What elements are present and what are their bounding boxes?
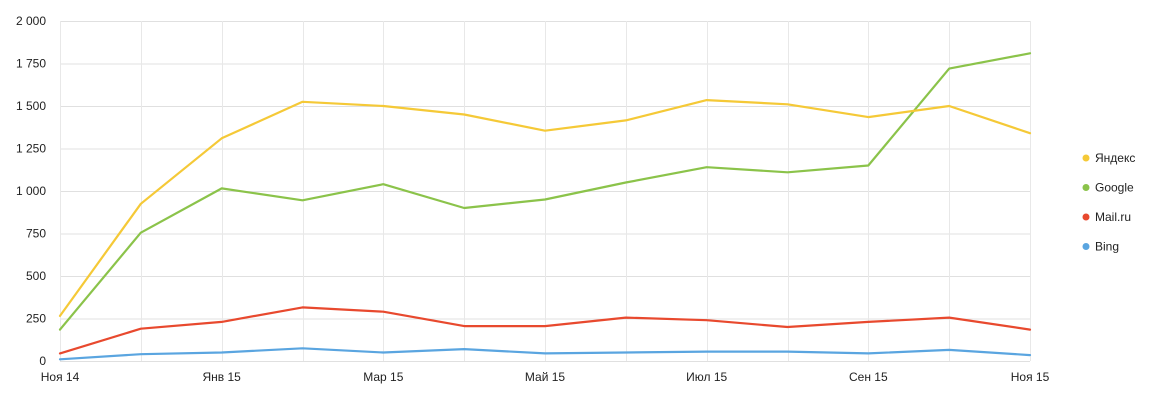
y-axis-tick-labels: 0 250 500 750 1 000 1 250 1 500 1 750 2 000 <box>16 14 46 368</box>
legend-label: Яндекс <box>1095 151 1135 165</box>
x-axis-tick-labels: Ноя 14 Янв 15 Мар 15 Май 15 Июл 15 Сен 15 Ноя … <box>41 370 1050 384</box>
x-tick-label: Ноя 15 <box>1011 370 1050 384</box>
x-tick-label: Янв 15 <box>202 370 241 384</box>
y-tick-label: 750 <box>26 227 46 241</box>
y-tick-label: 1 250 <box>16 142 46 156</box>
y-tick-label: 0 <box>39 354 46 368</box>
series-line-1 <box>58 52 1032 331</box>
y-tick-label: 250 <box>26 312 46 326</box>
y-tick-label: 2 000 <box>16 14 46 28</box>
series-line-0 <box>58 98 1032 317</box>
x-tick-label: Сен 15 <box>849 370 888 384</box>
grid-lines <box>60 21 1031 362</box>
legend-marker <box>1082 243 1090 250</box>
legend-marker <box>1082 213 1090 221</box>
legend-label: Google <box>1095 181 1134 195</box>
x-tick-label: Ноя 14 <box>41 370 80 384</box>
x-tick-label: Июл 15 <box>686 370 727 384</box>
series-lines <box>58 52 1032 361</box>
legend-marker <box>1082 184 1090 191</box>
y-tick-label: 1 000 <box>16 184 46 198</box>
legend-label: Bing <box>1095 240 1119 254</box>
series-line-3 <box>58 347 1032 361</box>
series-line-2 <box>58 306 1032 355</box>
y-tick-label: 1 500 <box>16 99 46 113</box>
legend: Яндекс Google Mail.ru Bing <box>1082 151 1135 254</box>
legend-label: Mail.ru <box>1095 210 1131 224</box>
y-tick-label: 1 750 <box>16 57 46 71</box>
x-tick-label: Май 15 <box>525 370 566 384</box>
legend-marker <box>1082 154 1090 162</box>
x-tick-label: Мар 15 <box>363 370 403 384</box>
y-tick-label: 500 <box>26 269 46 283</box>
